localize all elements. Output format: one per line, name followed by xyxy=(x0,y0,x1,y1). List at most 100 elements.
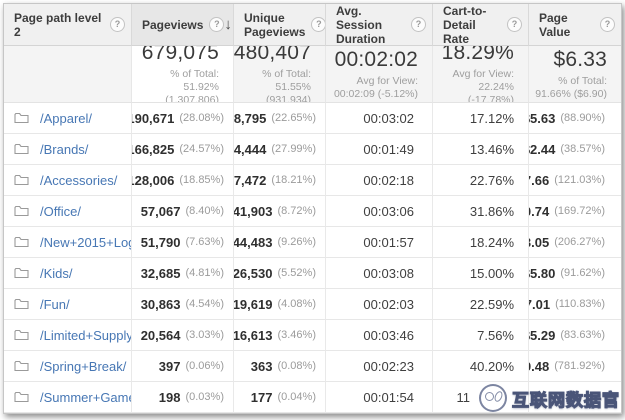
page-path-link[interactable]: /New+2015+Logo/ xyxy=(40,234,131,250)
page-value-cell: $13.05 (206.27%) xyxy=(529,227,621,258)
avg-session-duration-cell: 00:02:18 xyxy=(326,165,433,196)
page-path-cell: /Fun/ xyxy=(4,289,132,320)
column-label: Page path level 2 xyxy=(14,10,102,39)
unique-pageviews-cell: 44,483 (9.26%) xyxy=(234,227,326,258)
page-path-cell: /Apparel/ xyxy=(4,103,132,134)
column-header-page-value[interactable]: Page Value xyxy=(529,4,621,46)
column-header-pageviews[interactable]: Pageviews xyxy=(132,4,234,46)
cart-to-detail-rate-cell: 11 xyxy=(433,382,529,413)
cart-to-detail-rate-cell: 7.56% xyxy=(433,320,529,351)
column-label: Page Value xyxy=(539,10,571,39)
page-path-link[interactable]: /Limited+Supply/ xyxy=(40,327,132,343)
total-value: 00:02:02 xyxy=(334,47,418,71)
pageviews-cell: 190,671 (28.08%) xyxy=(132,103,234,134)
help-icon[interactable] xyxy=(411,17,426,32)
page-path-link[interactable]: /Apparel/ xyxy=(40,110,93,126)
help-icon[interactable] xyxy=(600,17,615,32)
totals-empty-cell xyxy=(4,46,132,103)
column-header-unique-pageviews[interactable]: Unique Pageviews xyxy=(234,4,326,46)
page-path-cell: /Limited+Supply/ xyxy=(4,320,132,351)
unique-pageviews-cell: 108,795 (22.65%) xyxy=(234,103,326,134)
pageviews-cell: 51,790 (7.63%) xyxy=(132,227,234,258)
page-path-link[interactable]: /Office/ xyxy=(40,203,81,219)
cart-to-detail-rate-cell: 17.12% xyxy=(433,103,529,134)
total-value: 480,407 xyxy=(234,46,311,64)
page-path-link[interactable]: /Spring+Break/ xyxy=(40,358,127,374)
help-icon[interactable] xyxy=(507,17,522,32)
avg-session-duration-cell: 00:01:49 xyxy=(326,134,433,165)
help-icon[interactable] xyxy=(110,17,125,32)
total-value: $6.33 xyxy=(553,47,607,71)
total-subtext: % of Total: 51.55% (931,934) xyxy=(262,68,311,103)
cart-to-detail-rate-cell: 15.00% xyxy=(433,258,529,289)
page-value-cell: $7.01 (110.83%) xyxy=(529,289,621,320)
unique-pageviews-cell: 26,530 (5.52%) xyxy=(234,258,326,289)
totals-cart-to-detail-rate: 18.29% Avg for View: 22.24% (-17.78%) xyxy=(433,46,529,103)
folder-icon xyxy=(14,360,29,372)
unique-pageviews-cell: 363 (0.08%) xyxy=(234,351,326,382)
total-subtext: % of Total: 51.92% (1,307,806) xyxy=(165,68,219,103)
folder-icon xyxy=(14,329,29,341)
page-path-link[interactable]: /Brands/ xyxy=(40,141,89,157)
column-header-cart-to-detail-rate[interactable]: Cart-to-Detail Rate xyxy=(433,4,529,46)
unique-pageviews-cell: 177 (0.04%) xyxy=(234,382,326,413)
page-value-cell: $49.48 (781.92%) xyxy=(529,351,621,382)
cart-to-detail-rate-cell: 31.86% xyxy=(433,196,529,227)
pageviews-cell: 32,685 (4.81%) xyxy=(132,258,234,289)
column-label: Pageviews xyxy=(142,17,204,32)
cart-to-detail-rate-cell: 22.59% xyxy=(433,289,529,320)
unique-pageviews-cell: 134,444 (27.99%) xyxy=(234,134,326,165)
help-icon[interactable] xyxy=(209,17,225,32)
page-path-link[interactable]: /Fun/ xyxy=(40,296,70,312)
totals-avg-session-duration: 00:02:02 Avg for View: 00:02:09 (-5.12%) xyxy=(326,46,433,103)
cart-to-detail-rate-cell: 40.20% xyxy=(433,351,529,382)
folder-icon xyxy=(14,236,29,248)
totals-page-value: $6.33 % of Total: 91.66% ($6.90) xyxy=(529,46,621,103)
unique-pageviews-cell: 87,472 (18.21%) xyxy=(234,165,326,196)
help-icon[interactable] xyxy=(311,17,325,32)
page-path-link[interactable]: /Kids/ xyxy=(40,265,73,281)
unique-pageviews-cell: 16,613 (3.46%) xyxy=(234,320,326,351)
page-value-cell: $5.63 (88.90%) xyxy=(529,103,621,134)
page-path-cell: /Accessories/ xyxy=(4,165,132,196)
pageviews-cell: 198 (0.03%) xyxy=(132,382,234,413)
page-path-link[interactable]: /Summer+Games/ xyxy=(40,389,131,405)
column-header-avg-session-duration[interactable]: Avg. Session Duration xyxy=(326,4,433,46)
cart-to-detail-rate-cell: 18.24% xyxy=(433,227,529,258)
avg-session-duration-cell: 00:03:06 xyxy=(326,196,433,227)
page-value-cell: $10.74 (169.72%) xyxy=(529,196,621,227)
folder-icon xyxy=(14,112,29,124)
page-path-cell: /Summer+Games/ xyxy=(4,382,132,413)
total-subtext: % of Total: 91.66% ($6.90) xyxy=(535,74,607,100)
cart-to-detail-rate-cell: 13.46% xyxy=(433,134,529,165)
pageviews-cell: 20,564 (3.03%) xyxy=(132,320,234,351)
column-label: Unique Pageviews xyxy=(244,10,306,39)
pageviews-cell: 128,006 (18.85%) xyxy=(132,165,234,196)
analytics-data-table: Page path level 2 Pageviews Unique Pagev… xyxy=(3,3,622,414)
page-path-cell: /Office/ xyxy=(4,196,132,227)
folder-icon xyxy=(14,267,29,279)
folder-icon xyxy=(14,391,29,403)
page-path-cell: /New+2015+Logo/ xyxy=(4,227,132,258)
unique-pageviews-cell: 19,619 (4.08%) xyxy=(234,289,326,320)
page-value-cell xyxy=(529,382,621,413)
page-value-cell: $7.66 (121.03%) xyxy=(529,165,621,196)
avg-session-duration-cell: 00:01:57 xyxy=(326,227,433,258)
page-path-cell: /Spring+Break/ xyxy=(4,351,132,382)
page-path-cell: /Brands/ xyxy=(4,134,132,165)
page-path-link[interactable]: /Accessories/ xyxy=(40,172,118,188)
avg-session-duration-cell: 00:01:54 xyxy=(326,382,433,413)
page-value-cell: $2.44 (38.57%) xyxy=(529,134,621,165)
sort-descending-icon[interactable] xyxy=(224,18,232,32)
column-label: Cart-to-Detail Rate xyxy=(443,4,487,46)
pageviews-cell: 397 (0.06%) xyxy=(132,351,234,382)
avg-session-duration-cell: 00:03:02 xyxy=(326,103,433,134)
pageviews-cell: 166,825 (24.57%) xyxy=(132,134,234,165)
total-subtext: Avg for View: 00:02:09 (-5.12%) xyxy=(333,74,418,100)
unique-pageviews-cell: 41,903 (8.72%) xyxy=(234,196,326,227)
column-header-page-path[interactable]: Page path level 2 xyxy=(4,4,132,46)
folder-icon xyxy=(14,298,29,310)
pageviews-cell: 30,863 (4.54%) xyxy=(132,289,234,320)
column-label: Avg. Session Duration xyxy=(336,4,386,46)
folder-icon xyxy=(14,205,29,217)
